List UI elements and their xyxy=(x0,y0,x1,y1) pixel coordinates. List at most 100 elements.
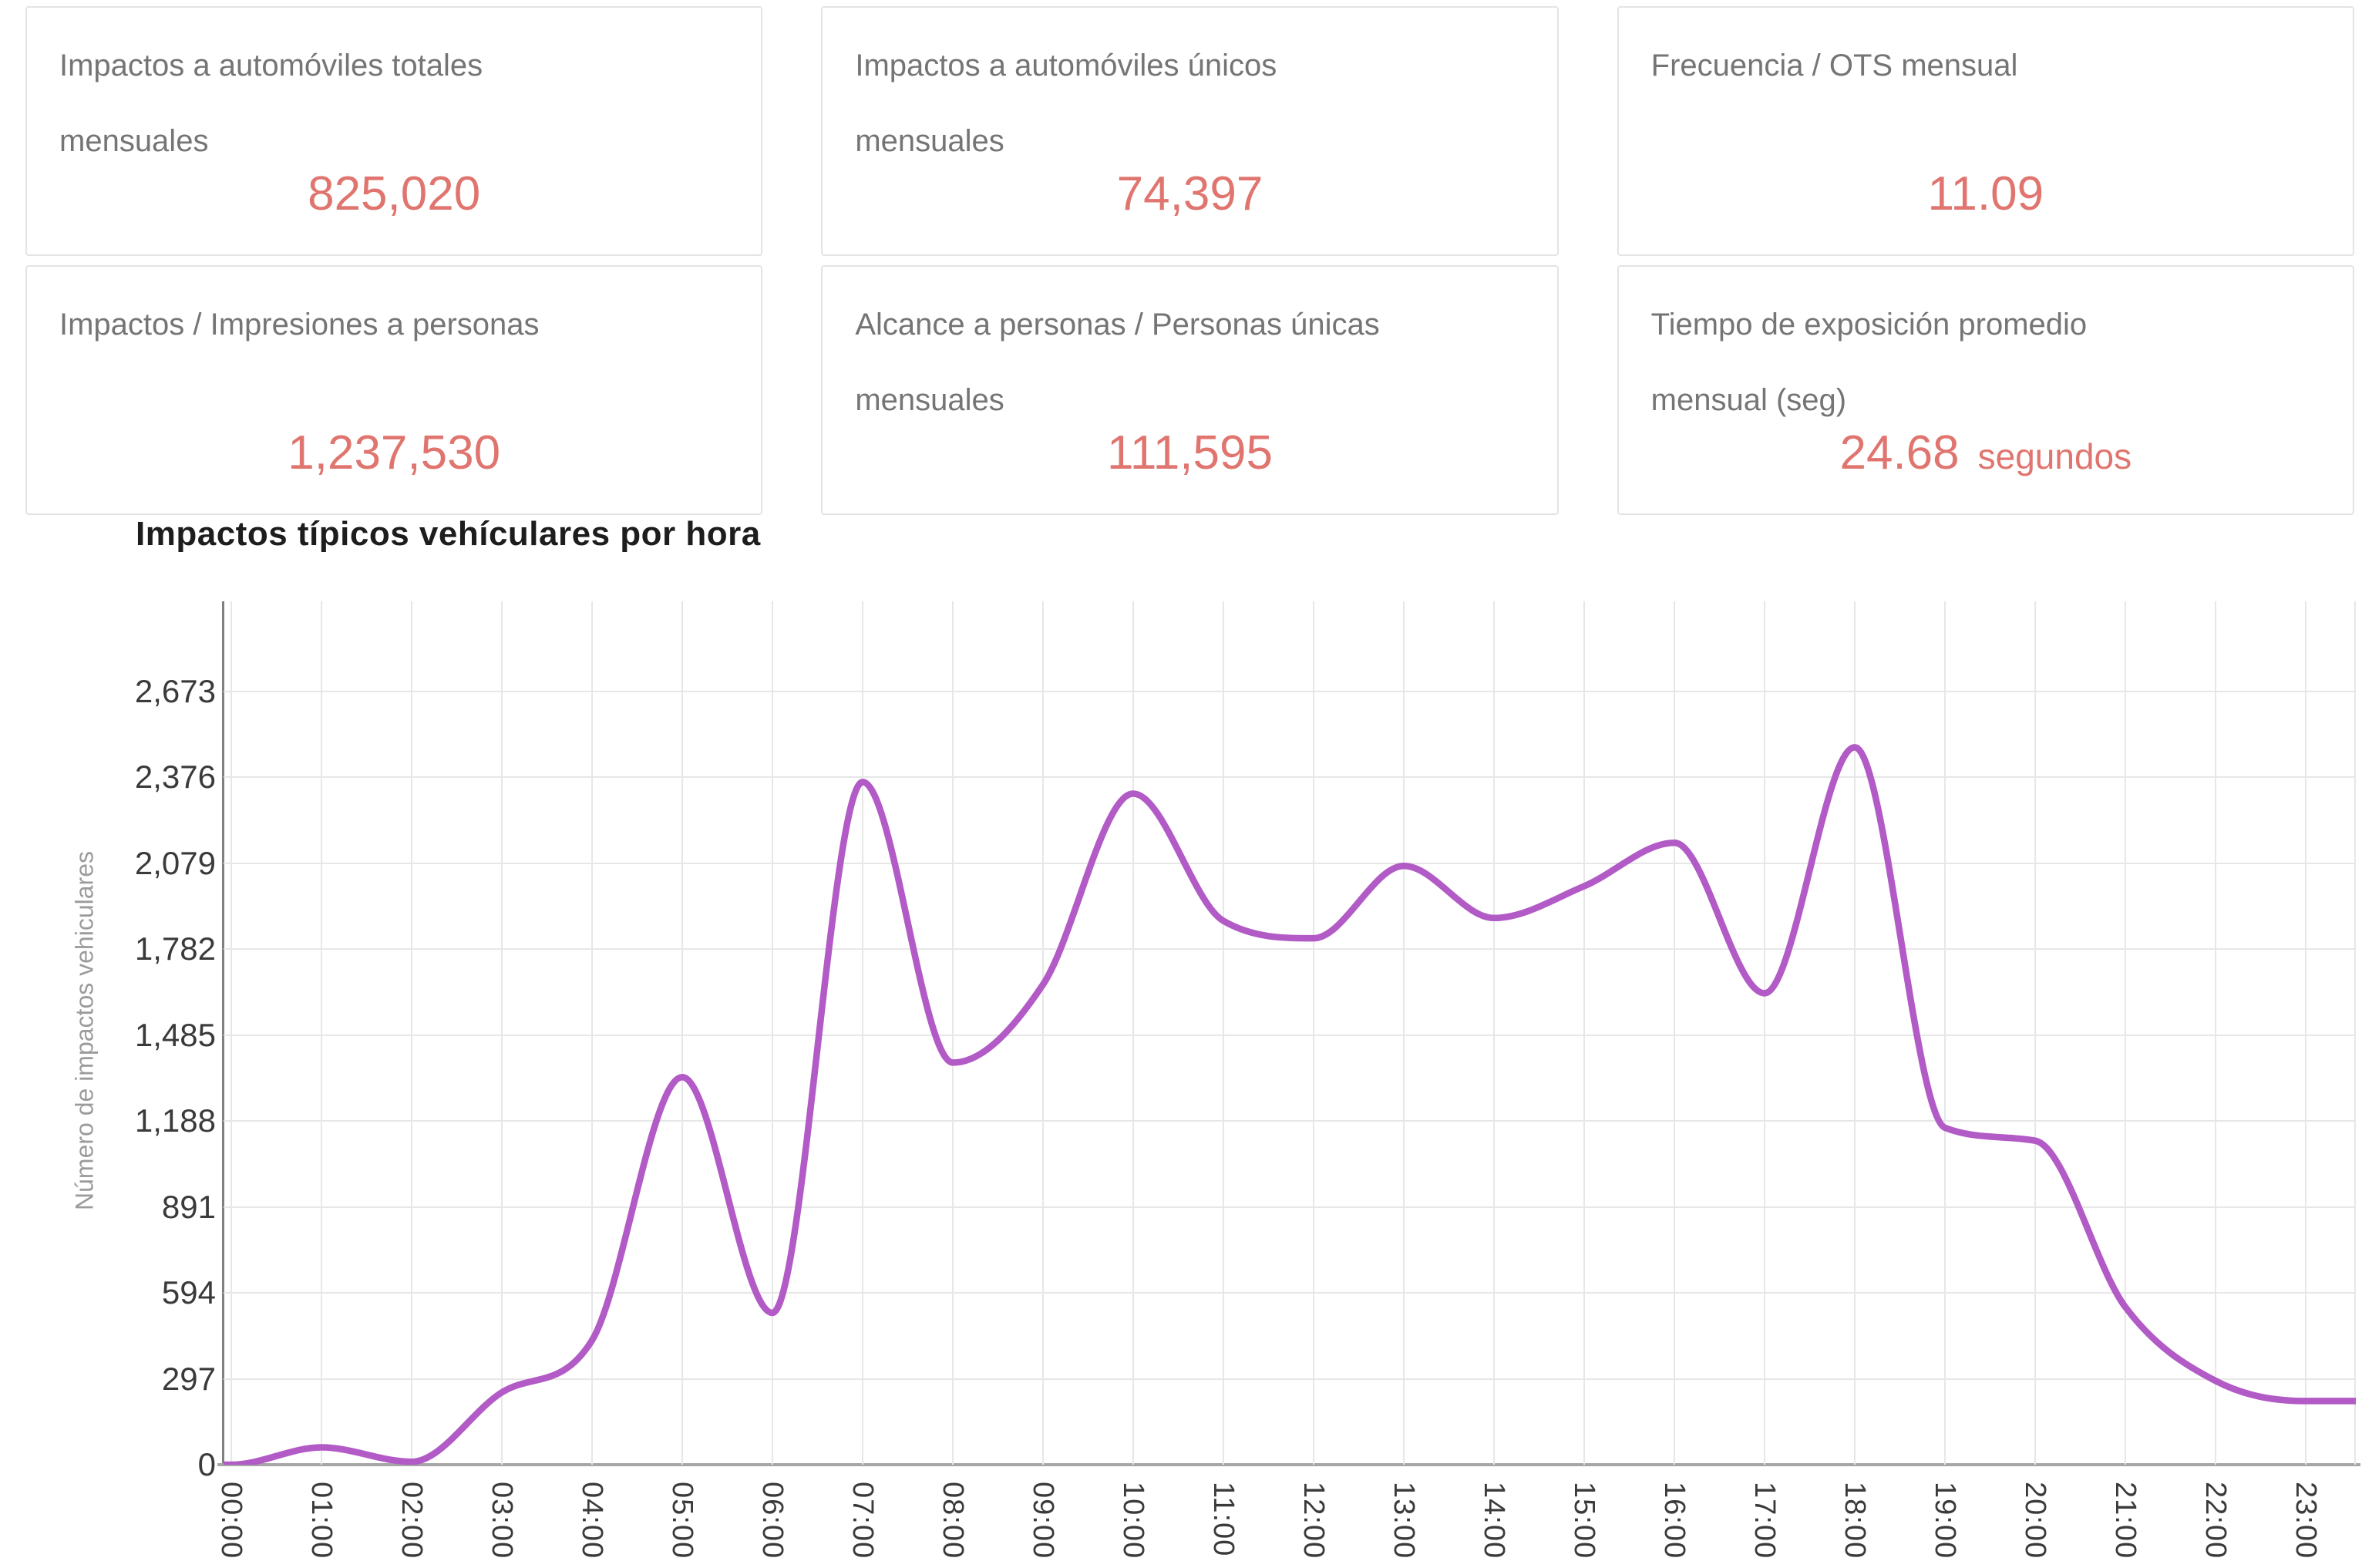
x-tick-label: 06:00 xyxy=(756,1482,789,1560)
x-tick-label: 00:00 xyxy=(215,1482,247,1560)
gridline-vertical xyxy=(1674,601,1675,1465)
y-tick-label: 1,782 xyxy=(134,930,216,967)
y-tick-label: 297 xyxy=(161,1360,216,1397)
card-value-number: 24.68 xyxy=(1839,426,1960,479)
gridline-vertical xyxy=(952,601,954,1465)
card-value-number: 11.09 xyxy=(1927,167,2044,220)
x-tick-label: 19:00 xyxy=(1929,1482,1961,1560)
gridline-vertical xyxy=(681,601,683,1465)
card-impactos-totales: Impactos a automóviles totales mensuales… xyxy=(25,6,763,256)
gridline-vertical xyxy=(1403,601,1405,1465)
gridline-vertical xyxy=(230,601,232,1465)
y-tick-label: 1,485 xyxy=(134,1016,216,1053)
gridline-vertical xyxy=(321,601,322,1465)
gridline-vertical xyxy=(1132,601,1134,1465)
x-axis-line xyxy=(217,1463,2360,1466)
card-title: Impactos a automóviles únicos mensuales xyxy=(855,49,1277,158)
card-impresiones-personas: Impactos / Impresiones a personas 1,237,… xyxy=(25,265,763,515)
card-value: 1,237,530 xyxy=(27,426,761,480)
card-title: Frecuencia / OTS mensual xyxy=(1650,49,2018,82)
x-tick-label: 23:00 xyxy=(2290,1482,2322,1560)
x-tick-label: 15:00 xyxy=(1568,1482,1600,1560)
x-tick-label: 09:00 xyxy=(1027,1482,1059,1560)
gridline-vertical xyxy=(1854,601,1856,1465)
plot-right-border xyxy=(2354,601,2356,1465)
gridline-horizontal xyxy=(224,948,2356,951)
plot-area[interactable]: 0 297 594 891 1,188 1,485 1,782 2,079 2,376 2,673… xyxy=(135,601,2360,1559)
x-tick-label: 05:00 xyxy=(666,1482,698,1560)
card-value: 825,020 xyxy=(27,167,761,221)
gridline-vertical xyxy=(501,601,503,1465)
card-value: 11.09 xyxy=(1619,167,2353,221)
x-tick-label: 12:00 xyxy=(1297,1482,1330,1560)
x-tick-label: 22:00 xyxy=(2199,1482,2232,1560)
x-tick-label: 16:00 xyxy=(1658,1482,1691,1560)
card-value-number: 1,237,530 xyxy=(288,426,501,479)
gridline-horizontal xyxy=(224,862,2356,864)
gridline-vertical xyxy=(2034,601,2036,1465)
y-tick-label: 2,079 xyxy=(134,844,216,881)
gridline-vertical xyxy=(2305,601,2306,1465)
card-frecuencia-ots: Frecuencia / OTS mensual 11.09 xyxy=(1617,6,2354,256)
x-tick-label: 07:00 xyxy=(846,1482,879,1560)
gridline-vertical xyxy=(2125,601,2126,1465)
card-impactos-unicos: Impactos a automóviles únicos mensuales … xyxy=(821,6,1559,256)
x-tick-label: 03:00 xyxy=(486,1482,518,1560)
gridline-vertical xyxy=(862,601,863,1465)
impacts-line-series[interactable] xyxy=(224,744,2356,1465)
card-title: Impactos a automóviles totales mensuales xyxy=(59,49,483,158)
gridline-horizontal xyxy=(224,776,2356,779)
x-tick-label: 17:00 xyxy=(1748,1482,1781,1560)
x-tick-label: 10:00 xyxy=(1117,1482,1149,1560)
card-value: 111,595 xyxy=(823,426,1556,480)
card-title: Impactos / Impresiones a personas xyxy=(59,308,540,342)
y-tick-label: 1,188 xyxy=(134,1102,216,1139)
x-tick-label: 13:00 xyxy=(1388,1482,1420,1560)
chart-title: Impactos típicos vehículares por hora xyxy=(136,515,761,553)
gridline-vertical xyxy=(1223,601,1224,1465)
gridline-horizontal xyxy=(224,1378,2356,1380)
card-value: 74,397 xyxy=(823,167,1556,221)
gridline-horizontal xyxy=(224,1120,2356,1122)
y-axis-line xyxy=(222,601,224,1466)
gridline-vertical xyxy=(1764,601,1765,1465)
y-tick-label: 0 xyxy=(197,1446,216,1482)
card-alcance-personas: Alcance a personas / Personas únicas men… xyxy=(821,265,1559,515)
y-tick-label: 891 xyxy=(161,1188,216,1225)
y-tick-label: 2,376 xyxy=(134,759,216,796)
y-tick-label: 594 xyxy=(161,1274,216,1311)
card-value: 24.68 segundos xyxy=(1619,426,2353,480)
gridline-horizontal xyxy=(224,1034,2356,1036)
gridline-vertical xyxy=(1493,601,1495,1465)
line-chart-svg xyxy=(224,744,2356,1465)
gridline-vertical xyxy=(1042,601,1044,1465)
x-tick-label: 14:00 xyxy=(1478,1482,1510,1560)
gridline-vertical xyxy=(2215,601,2216,1465)
x-tick-label: 21:00 xyxy=(2109,1482,2142,1560)
x-tick-label: 18:00 xyxy=(1839,1482,1871,1560)
card-title: Tiempo de exposición promedio mensual (s… xyxy=(1650,308,2088,417)
x-tick-label: 11:00 xyxy=(1207,1482,1240,1557)
gridline-horizontal xyxy=(224,1292,2356,1294)
x-tick-label: 04:00 xyxy=(576,1482,608,1560)
kpi-card-grid: Impactos a automóviles totales mensuales… xyxy=(25,6,2354,515)
card-value-number: 74,397 xyxy=(1116,167,1263,220)
gridline-vertical xyxy=(591,601,593,1465)
hourly-impacts-chart: Impactos típicos vehículares por hora Nú… xyxy=(0,493,2362,1568)
x-tick-label: 20:00 xyxy=(2019,1482,2051,1560)
gridline-vertical xyxy=(411,601,412,1465)
gridline-vertical xyxy=(772,601,773,1465)
gridline-horizontal xyxy=(224,691,2356,692)
gridline-vertical xyxy=(1583,601,1585,1465)
gridline-vertical xyxy=(1944,601,1946,1465)
card-tiempo-exposicion: Tiempo de exposición promedio mensual (s… xyxy=(1617,265,2354,515)
card-value-number: 111,595 xyxy=(1107,426,1273,479)
x-tick-label: 08:00 xyxy=(937,1482,969,1560)
x-tick-label: 01:00 xyxy=(305,1482,338,1560)
gridline-horizontal xyxy=(224,1206,2356,1208)
card-value-number: 825,020 xyxy=(308,167,481,220)
card-value-suffix: segundos xyxy=(1977,436,2132,476)
x-tick-label: 02:00 xyxy=(395,1482,428,1560)
gridline-vertical xyxy=(1313,601,1314,1465)
card-title: Alcance a personas / Personas únicas men… xyxy=(855,308,1380,417)
